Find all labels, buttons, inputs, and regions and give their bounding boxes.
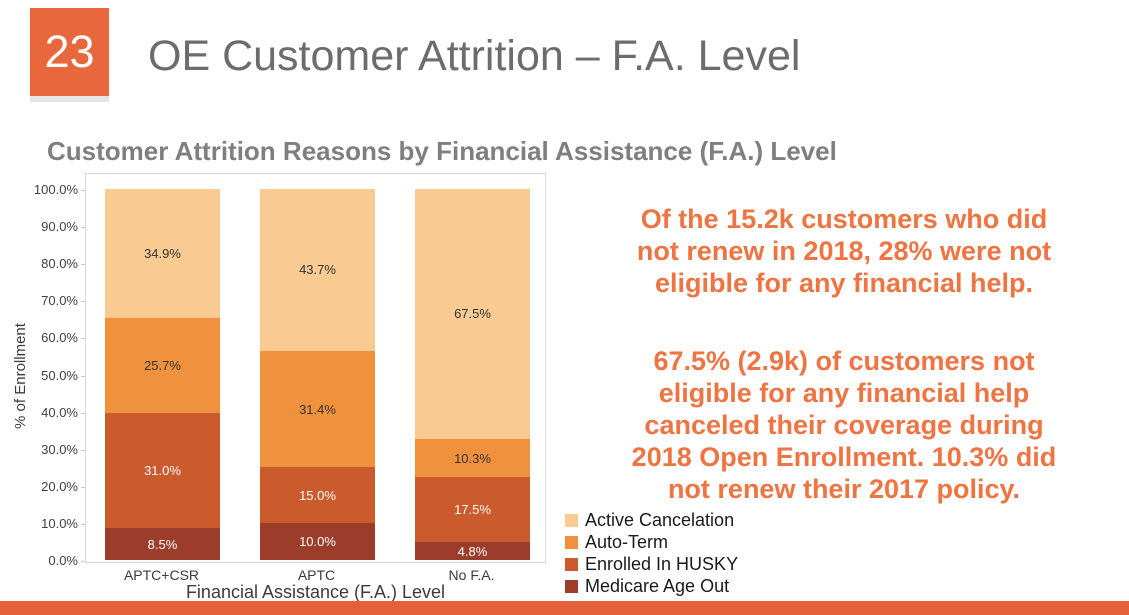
y-tick-mark xyxy=(81,449,85,451)
attrition-stacked-bar-chart: % of Enrollment 34.9% 25.7% 31.0% 8.5% 43.7%… xyxy=(0,170,565,615)
insight-line: canceled their coverage during xyxy=(644,410,1044,440)
insight-line: Of the 15.2k customers who did xyxy=(640,204,1048,234)
bar-segment-value-label: 15.0% xyxy=(299,487,336,503)
bar-segment-medicare-age-out: 10.0% xyxy=(260,522,375,560)
bar-segment-value-label: 8.5% xyxy=(147,536,178,552)
insight-line: not renew in 2018, 28% were not xyxy=(636,236,1052,266)
y-tick-label: 30.0% xyxy=(41,441,78,457)
bar-segment-medicare-age-out: 4.8% xyxy=(415,542,530,560)
y-tick-label: 0.0% xyxy=(48,553,78,568)
y-tick-label: 40.0% xyxy=(41,404,78,420)
bar-segment-value-label: 31.4% xyxy=(299,401,336,417)
footer-accent-bar xyxy=(0,601,1129,615)
y-tick-mark xyxy=(81,227,85,229)
y-tick-label: 60.0% xyxy=(41,330,78,346)
legend-item-auto-term: Auto-Term xyxy=(565,532,738,552)
bar-segment-value-label: 43.7% xyxy=(299,262,336,278)
slide-number-shadow xyxy=(30,96,109,102)
legend-item-enrolled-in-husky: Enrolled In HUSKY xyxy=(565,554,739,574)
bar-segment-active-cancelation: 34.9% xyxy=(105,188,220,319)
y-tick-label: 90.0% xyxy=(41,219,78,235)
legend-item-medicare-age-out: Medicare Age Out xyxy=(565,576,738,596)
bar-segment-active-cancelation: 67.5% xyxy=(415,188,530,440)
bar-segment-value-label: 10.3% xyxy=(454,450,491,466)
bar-segment-value-label: 10.0% xyxy=(299,533,336,549)
legend-label: Active Cancelation xyxy=(585,510,735,530)
legend-item-active-cancelation: Active Cancelation xyxy=(565,510,738,530)
y-tick-mark xyxy=(81,561,85,562)
bar-segment-value-label: 25.7% xyxy=(144,358,181,374)
y-tick-label: 100.0% xyxy=(33,182,78,197)
bar-segment-auto-term: 10.3% xyxy=(415,439,530,478)
slide-number-badge: 23 xyxy=(30,8,109,96)
legend-swatch xyxy=(565,558,578,571)
legend-label: Medicare Age Out xyxy=(585,576,730,596)
x-axis-title: Financial Assistance (F.A.) Level xyxy=(185,582,446,602)
y-tick-label: 80.0% xyxy=(41,256,78,272)
chart-legend: Active Cancelation Auto-Term Enrolled In H… xyxy=(565,510,739,600)
legend-label: Enrolled In HUSKY xyxy=(585,554,739,574)
bar-no-f-a-: 67.5% 10.3% 17.5% 4.8% xyxy=(415,188,530,560)
legend-swatch xyxy=(565,514,578,527)
bar-aptc: 43.7% 31.4% 15.0% 10.0% xyxy=(260,188,375,560)
insight-line: eligible for any financial help. xyxy=(654,268,1034,298)
y-tick-label: 50.0% xyxy=(41,367,78,383)
insight-paragraph-1: Of the 15.2k customers who did not renew… xyxy=(568,203,1120,299)
x-category-label: APTC xyxy=(297,567,336,583)
insight-line: 2018 Open Enrollment. 10.3% did xyxy=(631,442,1057,472)
legend-label: Auto-Term xyxy=(585,532,669,552)
bar-aptc-csr: 34.9% 25.7% 31.0% 8.5% xyxy=(105,188,220,560)
chart-title: Customer Attrition Reasons by Financial … xyxy=(47,136,837,166)
y-tick-mark xyxy=(81,523,85,525)
insight-paragraph-2: 67.5% (2.9k) of customers not eligible f… xyxy=(568,345,1120,505)
y-tick-mark xyxy=(81,375,85,377)
x-category-label: APTC+CSR xyxy=(123,567,200,583)
insight-text: Of the 15.2k customers who did not renew… xyxy=(568,203,1120,505)
legend-swatch xyxy=(565,536,578,549)
bar-segment-value-label: 31.0% xyxy=(144,463,181,479)
plot-area: 34.9% 25.7% 31.0% 8.5% 43.7% 31.4% 15.0% 10.0% 6… xyxy=(85,173,546,563)
bar-segment-enrolled-in-husky: 15.0% xyxy=(260,467,375,523)
y-tick-mark xyxy=(81,301,85,303)
y-tick-label: 10.0% xyxy=(41,515,78,531)
legend-swatch xyxy=(565,580,578,593)
bar-segment-value-label: 4.8% xyxy=(457,543,488,559)
bar-segment-enrolled-in-husky: 17.5% xyxy=(415,477,530,543)
y-tick-mark xyxy=(81,190,85,191)
x-category-label: No F.A. xyxy=(448,567,495,583)
bar-segment-active-cancelation: 43.7% xyxy=(260,188,375,351)
bar-segment-value-label: 17.5% xyxy=(454,502,491,518)
insight-line: eligible for any financial help xyxy=(658,378,1030,408)
bar-segment-value-label: 67.5% xyxy=(454,306,491,322)
insight-line: 67.5% (2.9k) of customers not xyxy=(653,346,1035,376)
y-tick-mark xyxy=(81,412,85,414)
page-title: OE Customer Attrition – F.A. Level xyxy=(148,32,801,80)
bar-segment-value-label: 34.9% xyxy=(144,245,181,261)
bar-segment-medicare-age-out: 8.5% xyxy=(105,528,220,560)
bar-segment-enrolled-in-husky: 31.0% xyxy=(105,413,220,529)
insight-line: not renew their 2017 policy. xyxy=(667,474,1021,504)
y-tick-mark xyxy=(81,264,85,266)
y-tick-label: 20.0% xyxy=(41,478,78,494)
bar-segment-auto-term: 31.4% xyxy=(260,350,375,468)
y-tick-label: 70.0% xyxy=(41,293,78,309)
slide-number: 23 xyxy=(44,26,95,77)
y-tick-mark xyxy=(81,338,85,340)
y-tick-mark xyxy=(81,486,85,488)
bar-segment-auto-term: 25.7% xyxy=(105,318,220,414)
